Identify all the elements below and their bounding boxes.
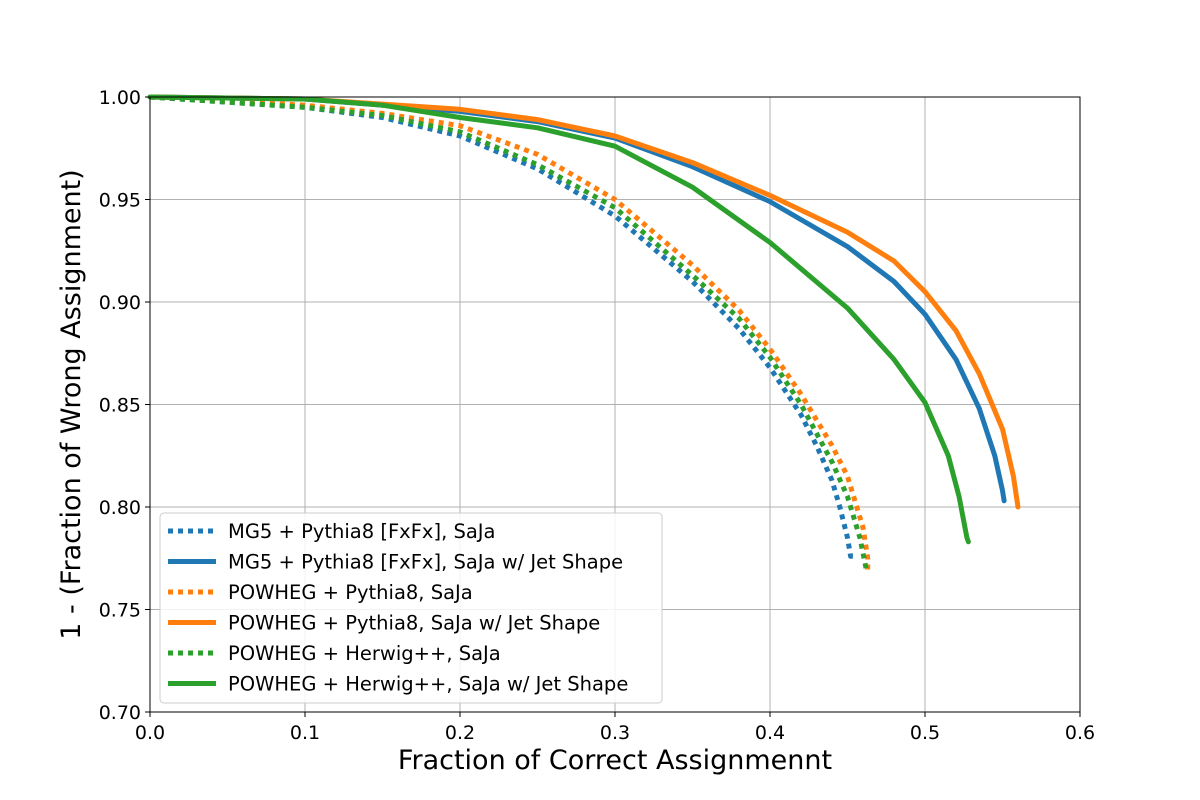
y-tick-label: 0.80	[99, 497, 141, 519]
legend-label: POWHEG + Pythia8, SaJa	[228, 581, 473, 604]
legend-label: POWHEG + Herwig++, SaJa w/ Jet Shape	[228, 673, 628, 696]
x-tick-label: 0.3	[600, 722, 630, 744]
x-axis-label: Fraction of Correct Assignmennt	[398, 745, 832, 776]
legend: MG5 + Pythia8 [FxFx], SaJa MG5 + Pythia8 …	[159, 512, 663, 704]
legend-label: MG5 + Pythia8 [FxFx], SaJa	[228, 520, 496, 543]
legend-label: MG5 + Pythia8 [FxFx], SaJa w/ Jet Shape	[228, 551, 623, 574]
x-tick-label: 0.5	[910, 722, 940, 744]
series-line-1	[149, 94, 856, 559]
series-line-5	[149, 94, 869, 569]
y-tick-label: 0.70	[99, 702, 141, 724]
x-tick-label: 0.1	[290, 722, 320, 744]
series-lines	[147, 94, 1021, 573]
series-line-3	[149, 94, 871, 573]
x-tick-label: 0.0	[135, 722, 165, 744]
legend-box	[159, 512, 663, 704]
series-line-4	[147, 94, 1021, 510]
y-tick-label: 0.95	[99, 190, 141, 212]
y-tick-label: 0.90	[99, 292, 141, 314]
x-tick-label: 0.2	[445, 722, 475, 744]
y-tick-label: 0.75	[99, 600, 141, 622]
y-tick-label: 1.00	[99, 87, 141, 109]
axis-ticks: 0.0 0.1 0.2 0.3 0.4 0.5 0.6 0.70 0.75 0.80 0.85 0.9…	[99, 87, 1095, 744]
series-line-2	[147, 94, 1007, 504]
legend-label: POWHEG + Herwig++, SaJa	[228, 642, 501, 665]
x-tick-label: 0.6	[1065, 722, 1095, 744]
y-axis-label: 1 - (Fraction of Wrong Assignment)	[56, 169, 87, 639]
legend-label: POWHEG + Pythia8, SaJa w/ Jet Shape	[228, 612, 600, 635]
y-tick-label: 0.85	[99, 395, 141, 417]
series-line-6	[147, 94, 971, 545]
x-tick-label: 0.4	[755, 722, 785, 744]
